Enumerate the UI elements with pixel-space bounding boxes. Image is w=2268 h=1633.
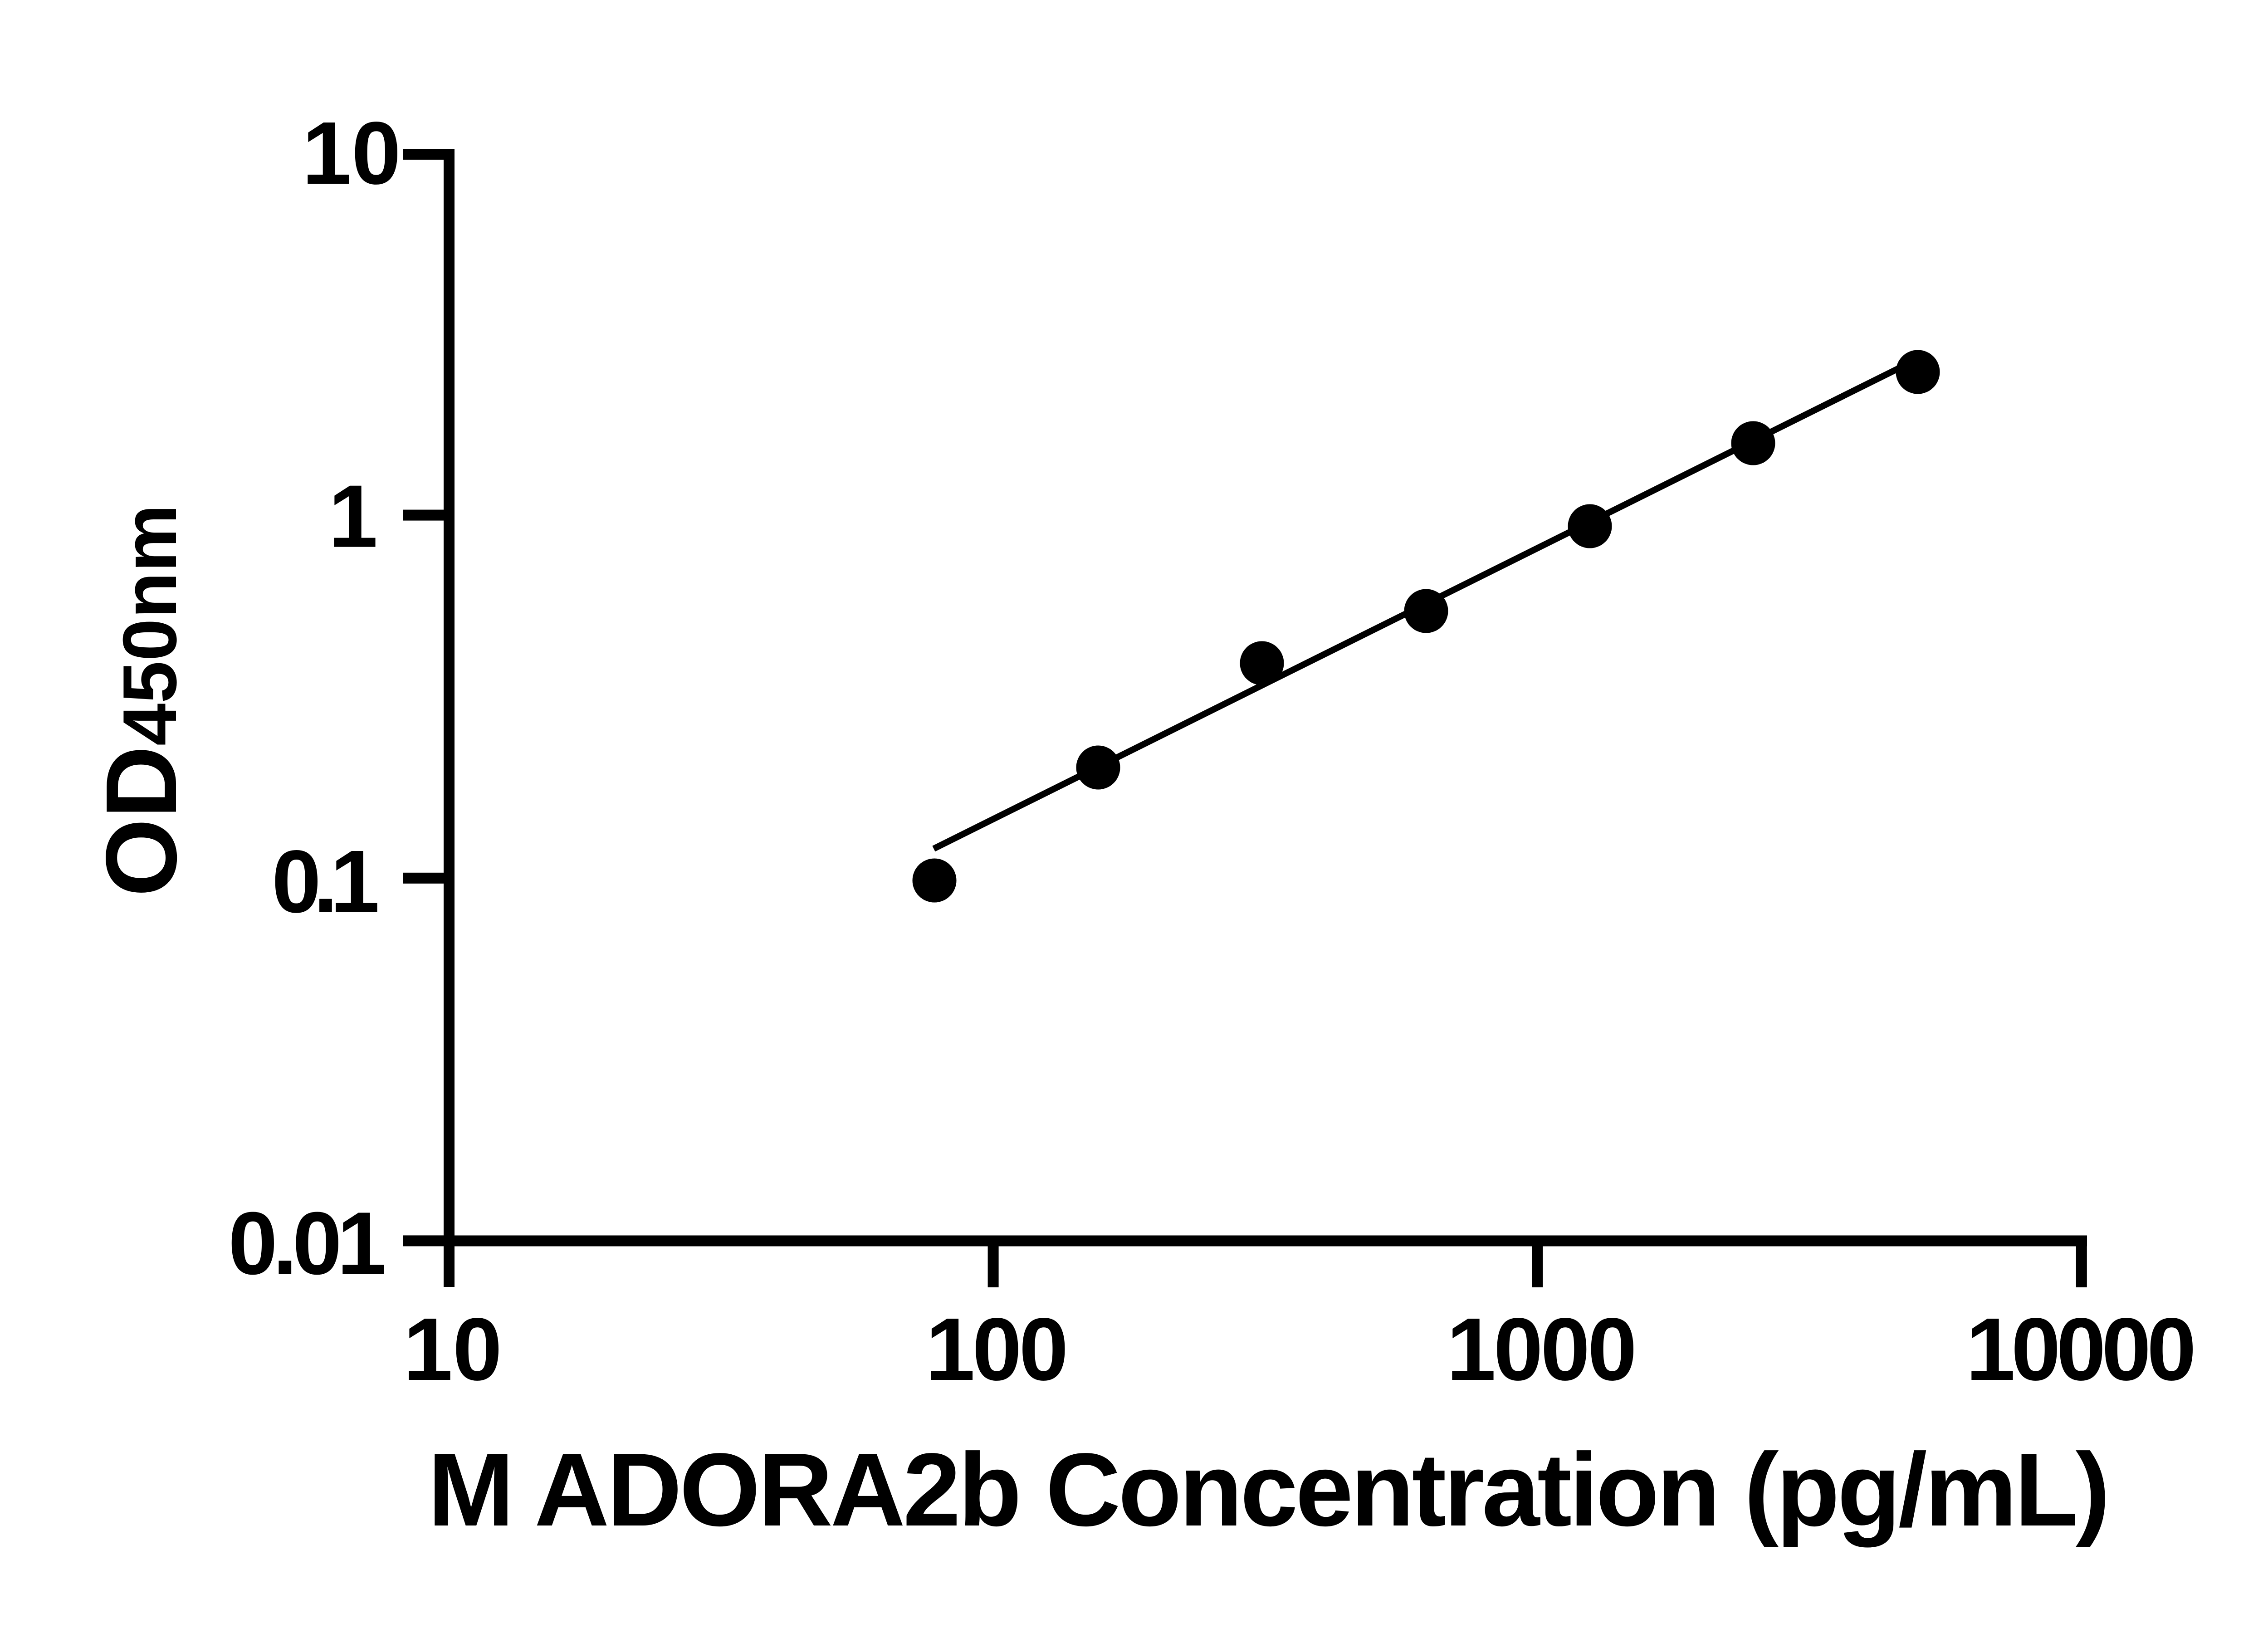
svg-text:10: 10 xyxy=(302,103,401,203)
svg-text:0.1: 0.1 xyxy=(272,832,380,931)
svg-text:1: 1 xyxy=(328,467,378,566)
svg-text:10000: 10000 xyxy=(1966,1300,2196,1399)
svg-text:M ADORA2b Concentration (pg/mL: M ADORA2b Concentration (pg/mL) xyxy=(428,1432,2110,1548)
svg-text:1000: 1000 xyxy=(1447,1300,1637,1399)
svg-text:10: 10 xyxy=(403,1300,502,1399)
svg-text:0.01: 0.01 xyxy=(228,1193,386,1293)
svg-text:100: 100 xyxy=(926,1300,1069,1399)
